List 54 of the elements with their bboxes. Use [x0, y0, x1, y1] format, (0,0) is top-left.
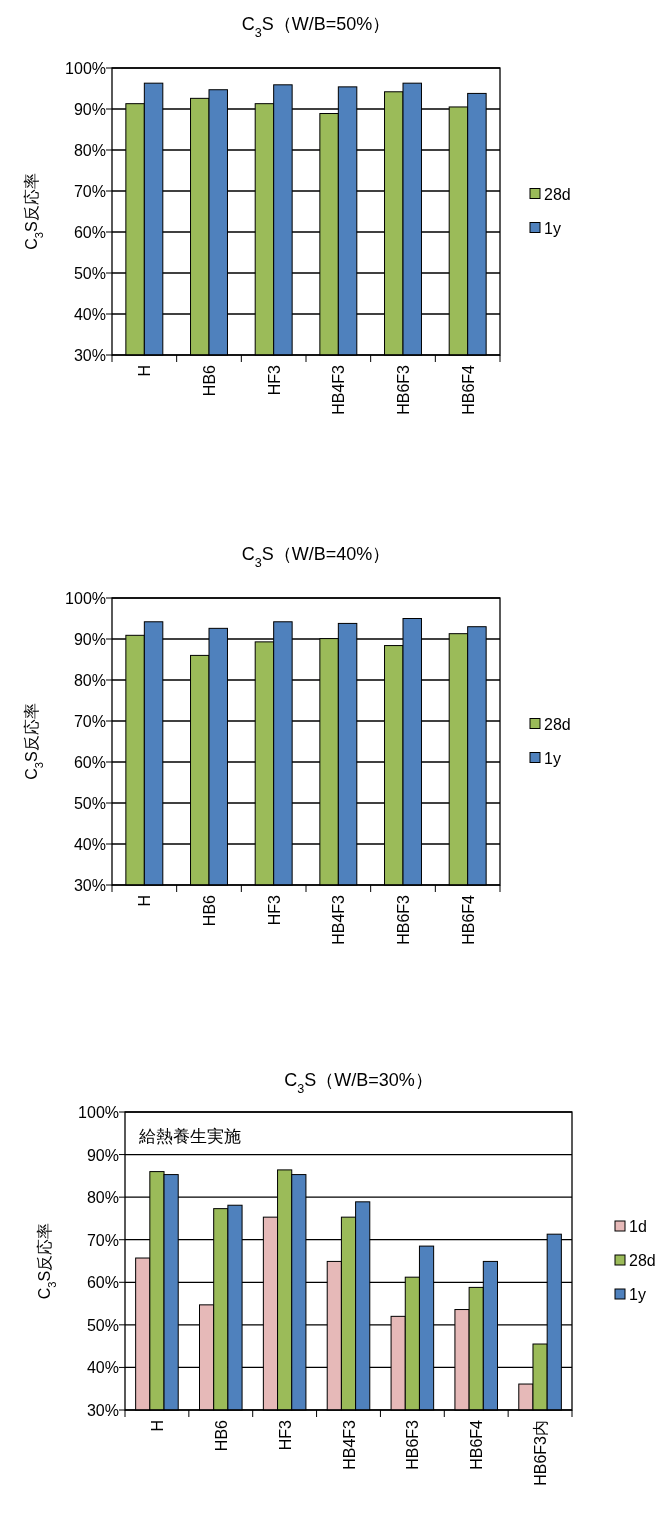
ytick-label: 100% — [65, 590, 106, 607]
annotation: 給熱養生実施 — [139, 1127, 241, 1146]
ytick-label: 80% — [73, 142, 106, 159]
ytick-label: 50% — [73, 795, 106, 812]
ytick-label: 40% — [86, 1359, 119, 1377]
title: C$_{3}$S（W/B=40%） — [241, 544, 391, 570]
ytick-label: 40% — [73, 306, 106, 323]
ytick-label: 90% — [86, 1146, 119, 1164]
ytick-label: 60% — [73, 224, 106, 241]
xtick-label: HB6F3内 — [532, 1420, 550, 1486]
ytick-label: 70% — [86, 1231, 119, 1249]
ytick-label: 100% — [78, 1104, 119, 1121]
xtick-label: HB6F3 — [404, 1420, 422, 1470]
xtick-label: HF3 — [265, 365, 283, 396]
legend-label: 28d — [544, 185, 571, 203]
xtick-label: HF3 — [276, 1420, 294, 1451]
legend-label: 28d — [629, 1252, 656, 1269]
xtick-label: HB4F3 — [340, 1420, 358, 1470]
xtick-label: HB6 — [201, 365, 218, 397]
ytick-label: 50% — [73, 265, 106, 282]
xtick-label: HB6 — [201, 895, 218, 927]
ytick-label: 90% — [73, 101, 106, 118]
ytick-label: 30% — [73, 347, 106, 364]
ytick-label: 80% — [73, 672, 106, 689]
legend-label: 1y — [544, 749, 561, 767]
ytick-label: 30% — [86, 1402, 119, 1419]
ytick-label: 70% — [73, 713, 106, 730]
xtick-label: H — [136, 895, 154, 907]
xtick-label: HB6F3 — [395, 895, 412, 945]
xtick-label: HB6F4 — [459, 365, 477, 415]
xtick-label: HB6F4 — [459, 895, 477, 945]
title: C$_{3}$S（W/B=50%） — [241, 14, 391, 40]
xtick-label: HB4F3 — [330, 895, 348, 945]
ytick-label: 80% — [86, 1189, 119, 1207]
xtick-label: HB4F3 — [330, 365, 348, 415]
xtick-label: HB6 — [212, 1420, 230, 1452]
title: C$_{3}$S（W/B=30%） — [284, 1070, 433, 1096]
ytick-label: 70% — [73, 183, 106, 200]
legend-label: 1d — [629, 1218, 647, 1235]
ytick-label: 40% — [73, 836, 106, 853]
ytick-label: 90% — [73, 631, 106, 648]
ytick-label: 100% — [65, 60, 106, 77]
xtick-label: H — [136, 365, 154, 377]
xtick-label: HF3 — [265, 895, 283, 926]
ytick-label: 30% — [73, 877, 106, 894]
legend-label: 28d — [544, 715, 571, 733]
ytick-label: 60% — [86, 1274, 119, 1292]
xtick-label: HB6F3 — [395, 365, 412, 415]
ytick-label: 60% — [73, 754, 106, 771]
legend-label: 1y — [629, 1286, 646, 1303]
xtick-label: HB6F4 — [468, 1420, 486, 1470]
ytick-label: 50% — [86, 1316, 119, 1334]
legend-label: 1y — [544, 219, 561, 237]
xtick-label: H — [148, 1420, 166, 1432]
